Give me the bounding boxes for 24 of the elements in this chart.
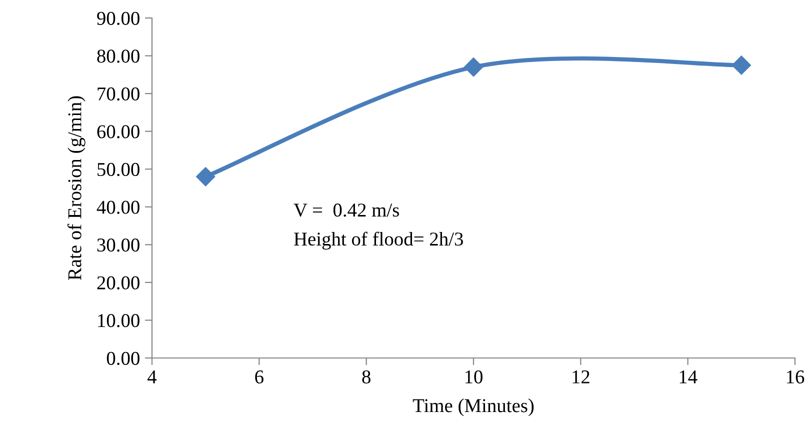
x-tick-label: 14 (680, 370, 698, 384)
y-tick-label: 30.00 (97, 238, 140, 252)
x-tick-label: 4 (148, 370, 157, 384)
x-tick-label: 8 (362, 370, 370, 384)
annotation: V = 0.42 m/s (294, 204, 399, 217)
y-tick-label: 70.00 (98, 87, 140, 101)
x-tick-label: 16 (786, 370, 804, 384)
y-tick-label: 0.00 (106, 352, 140, 366)
y-tick-label: 60.00 (97, 125, 140, 138)
point (732, 56, 751, 75)
y-tick-label: 80.00 (97, 50, 140, 63)
y-tick-label: 50.00 (98, 162, 140, 176)
y-tick-label: 10.00 (98, 314, 140, 328)
x-tick-label: 12 (572, 370, 590, 384)
point (464, 58, 484, 77)
y-axis-title: Rate of Erosion (g/min) (67, 96, 86, 280)
point (196, 167, 216, 186)
x-axis-title: Time (Minutes) (412, 398, 534, 416)
y-tick-label: 40.00 (96, 200, 140, 214)
y-tick-label: 90.00 (97, 12, 140, 26)
x-tick-label: 10 (465, 370, 482, 384)
x-tick-label: 6 (255, 370, 264, 384)
annotation: Height of flood= 2h/3 (294, 232, 463, 250)
y-tick-label: 20.00 (97, 276, 140, 290)
